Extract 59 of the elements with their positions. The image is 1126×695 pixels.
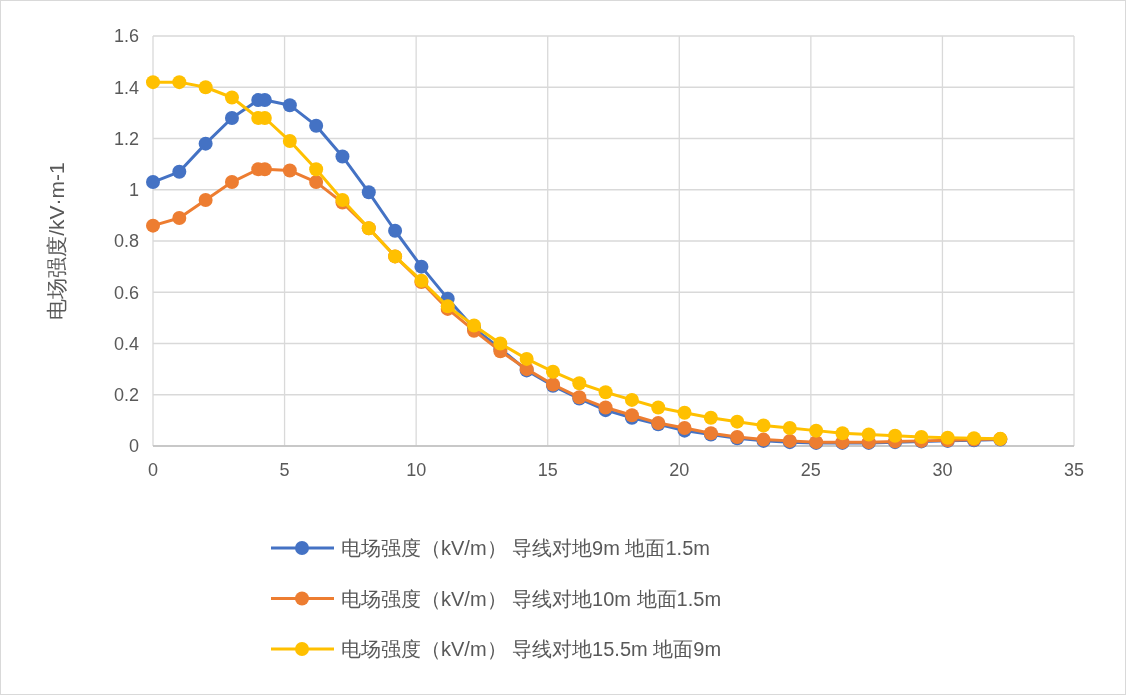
point — [572, 376, 587, 391]
point — [861, 427, 876, 442]
point — [198, 80, 213, 95]
point — [198, 193, 213, 207]
point — [361, 185, 376, 200]
point — [198, 136, 213, 151]
y-tick-label: 1 — [128, 180, 139, 201]
legend-label: 电场强度（kV/m） 导线对地15.5m 地面9m — [341, 638, 722, 660]
point — [224, 90, 239, 105]
point — [388, 223, 403, 238]
point — [651, 400, 666, 415]
point — [703, 410, 718, 425]
point — [172, 210, 187, 225]
point — [309, 175, 324, 190]
point — [335, 149, 350, 164]
x-tick-label: 5 — [279, 460, 290, 480]
point — [730, 414, 745, 429]
point — [146, 75, 160, 90]
point — [782, 421, 797, 436]
y-tick-label: 0.8 — [113, 231, 139, 252]
y-axis-title: 电场强度/kV·m-1 — [45, 162, 68, 320]
x-tick-label: 20 — [669, 460, 690, 480]
x-tick-label: 10 — [406, 460, 427, 480]
x-tick-label: 15 — [537, 460, 558, 480]
x-tick-label: 35 — [1063, 460, 1085, 480]
point — [172, 75, 187, 90]
y-tick-label: 0 — [128, 436, 139, 457]
point — [309, 162, 324, 177]
point — [835, 426, 850, 441]
point — [146, 218, 160, 233]
x-tick-label: 30 — [932, 460, 953, 480]
point — [146, 175, 160, 190]
point — [282, 98, 297, 113]
y-tick-label: 1.6 — [113, 26, 139, 47]
legend-label: 电场强度（kV/m） 导线对地10m 地面1.5m — [341, 587, 722, 610]
x-tick-label: 0 — [147, 460, 159, 480]
legend-label: 电场强度（kV/m） 导线对地9m 地面1.5m — [341, 537, 710, 559]
point — [545, 364, 560, 379]
x-tick-label: 25 — [800, 460, 821, 480]
y-tick-label: 0.4 — [113, 333, 139, 354]
point — [624, 392, 639, 407]
point — [282, 134, 297, 149]
y-tick-label: 0.6 — [113, 282, 139, 303]
point — [224, 111, 239, 125]
point — [756, 418, 771, 433]
point — [414, 259, 429, 274]
y-tick-label: 1.4 — [113, 77, 139, 98]
point — [493, 336, 508, 351]
point — [172, 164, 187, 179]
point — [282, 163, 297, 178]
point — [677, 405, 692, 420]
point — [519, 351, 534, 366]
point — [309, 118, 324, 133]
y-tick-label: 1.2 — [113, 128, 139, 149]
point — [888, 428, 903, 443]
point — [809, 423, 824, 438]
y-tick-label: 0.2 — [113, 385, 139, 406]
point — [598, 385, 613, 400]
point — [224, 175, 239, 190]
